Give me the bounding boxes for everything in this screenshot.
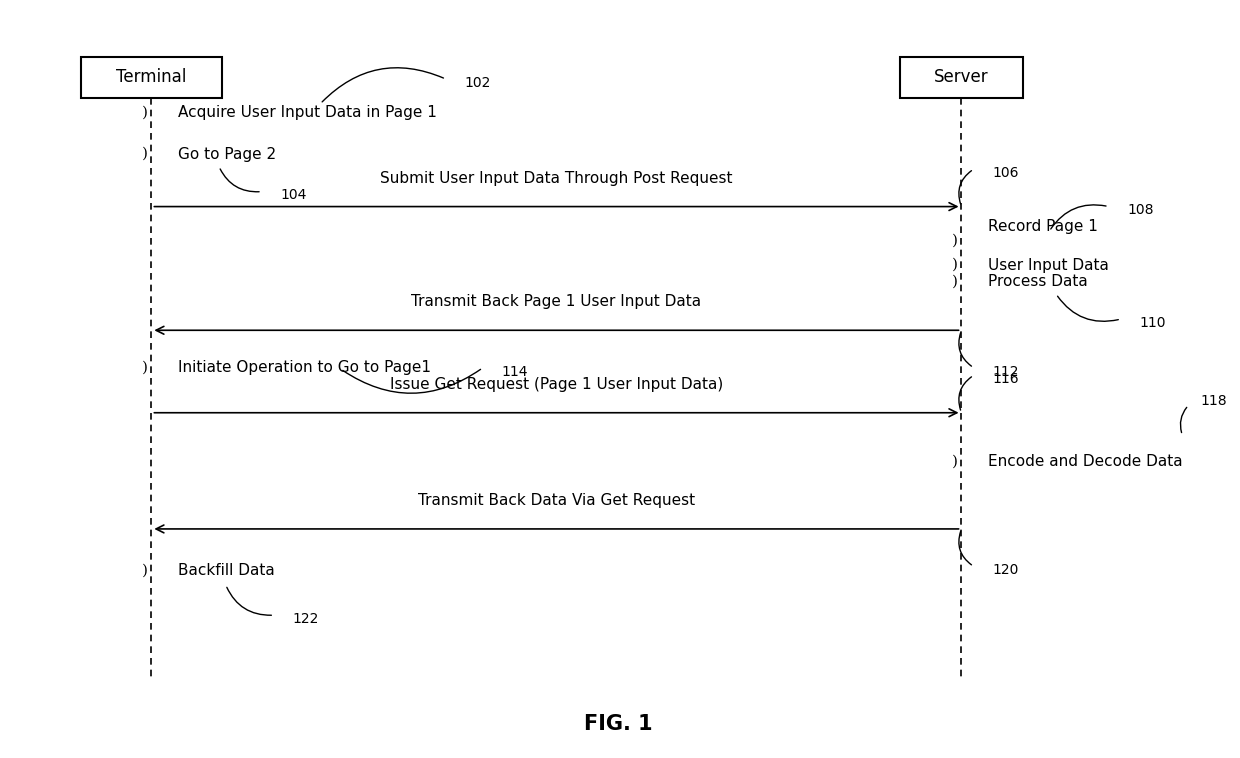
Text: 120: 120 (992, 563, 1018, 577)
Text: Server: Server (934, 68, 988, 86)
Text: 104: 104 (280, 188, 306, 202)
Text: Encode and Decode Data: Encode and Decode Data (988, 454, 1183, 469)
Text: 112: 112 (992, 365, 1018, 378)
Text: 116: 116 (992, 372, 1019, 386)
Bar (900, 57, 1023, 98)
Text: ): ) (143, 563, 149, 577)
Text: ): ) (952, 233, 959, 247)
Text: Go to Page 2: Go to Page 2 (179, 146, 277, 161)
Text: ): ) (952, 258, 959, 272)
Text: 102: 102 (465, 76, 491, 90)
Text: ): ) (952, 455, 959, 468)
Bar (81, 57, 222, 98)
Text: 118: 118 (1200, 394, 1228, 409)
Text: Issue Get Request (Page 1 User Input Data): Issue Get Request (Page 1 User Input Dat… (389, 377, 723, 392)
Text: Backfill Data: Backfill Data (179, 562, 275, 578)
Text: 110: 110 (1140, 316, 1166, 330)
Text: Record Page 1: Record Page 1 (988, 219, 1099, 234)
Text: 114: 114 (501, 365, 528, 378)
Text: Process Data: Process Data (988, 274, 1089, 289)
Text: ): ) (952, 274, 959, 289)
Text: Transmit Back Data Via Get Request: Transmit Back Data Via Get Request (418, 493, 696, 508)
Text: 108: 108 (1127, 203, 1153, 218)
Text: ): ) (143, 147, 149, 161)
Text: ): ) (143, 106, 149, 120)
Text: Submit User Input Data Through Post Request: Submit User Input Data Through Post Requ… (381, 171, 733, 186)
Text: Transmit Back Page 1 User Input Data: Transmit Back Page 1 User Input Data (412, 294, 702, 309)
Text: Initiate Operation to Go to Page1: Initiate Operation to Go to Page1 (179, 360, 432, 375)
Text: Acquire User Input Data in Page 1: Acquire User Input Data in Page 1 (179, 105, 438, 121)
Text: 106: 106 (992, 166, 1018, 180)
Text: User Input Data: User Input Data (988, 258, 1110, 273)
Text: Terminal: Terminal (117, 68, 187, 86)
Text: FIG. 1: FIG. 1 (584, 714, 652, 734)
Text: ): ) (143, 361, 149, 374)
Text: 122: 122 (293, 612, 319, 626)
